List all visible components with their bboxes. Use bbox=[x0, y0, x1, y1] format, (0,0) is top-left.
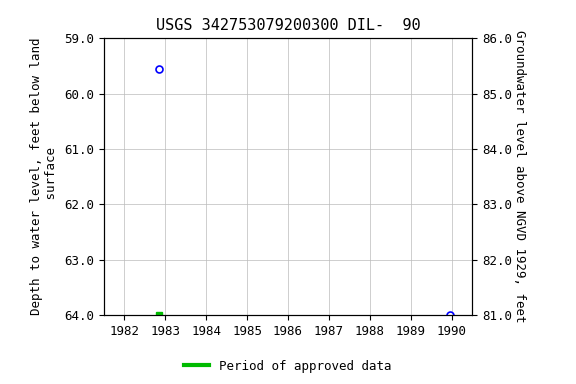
Y-axis label: Depth to water level, feet below land
 surface: Depth to water level, feet below land su… bbox=[31, 38, 58, 315]
Title: USGS 342753079200300 DIL-  90: USGS 342753079200300 DIL- 90 bbox=[156, 18, 420, 33]
Y-axis label: Groundwater level above NGVD 1929, feet: Groundwater level above NGVD 1929, feet bbox=[513, 30, 526, 323]
Legend: Period of approved data: Period of approved data bbox=[179, 355, 397, 378]
